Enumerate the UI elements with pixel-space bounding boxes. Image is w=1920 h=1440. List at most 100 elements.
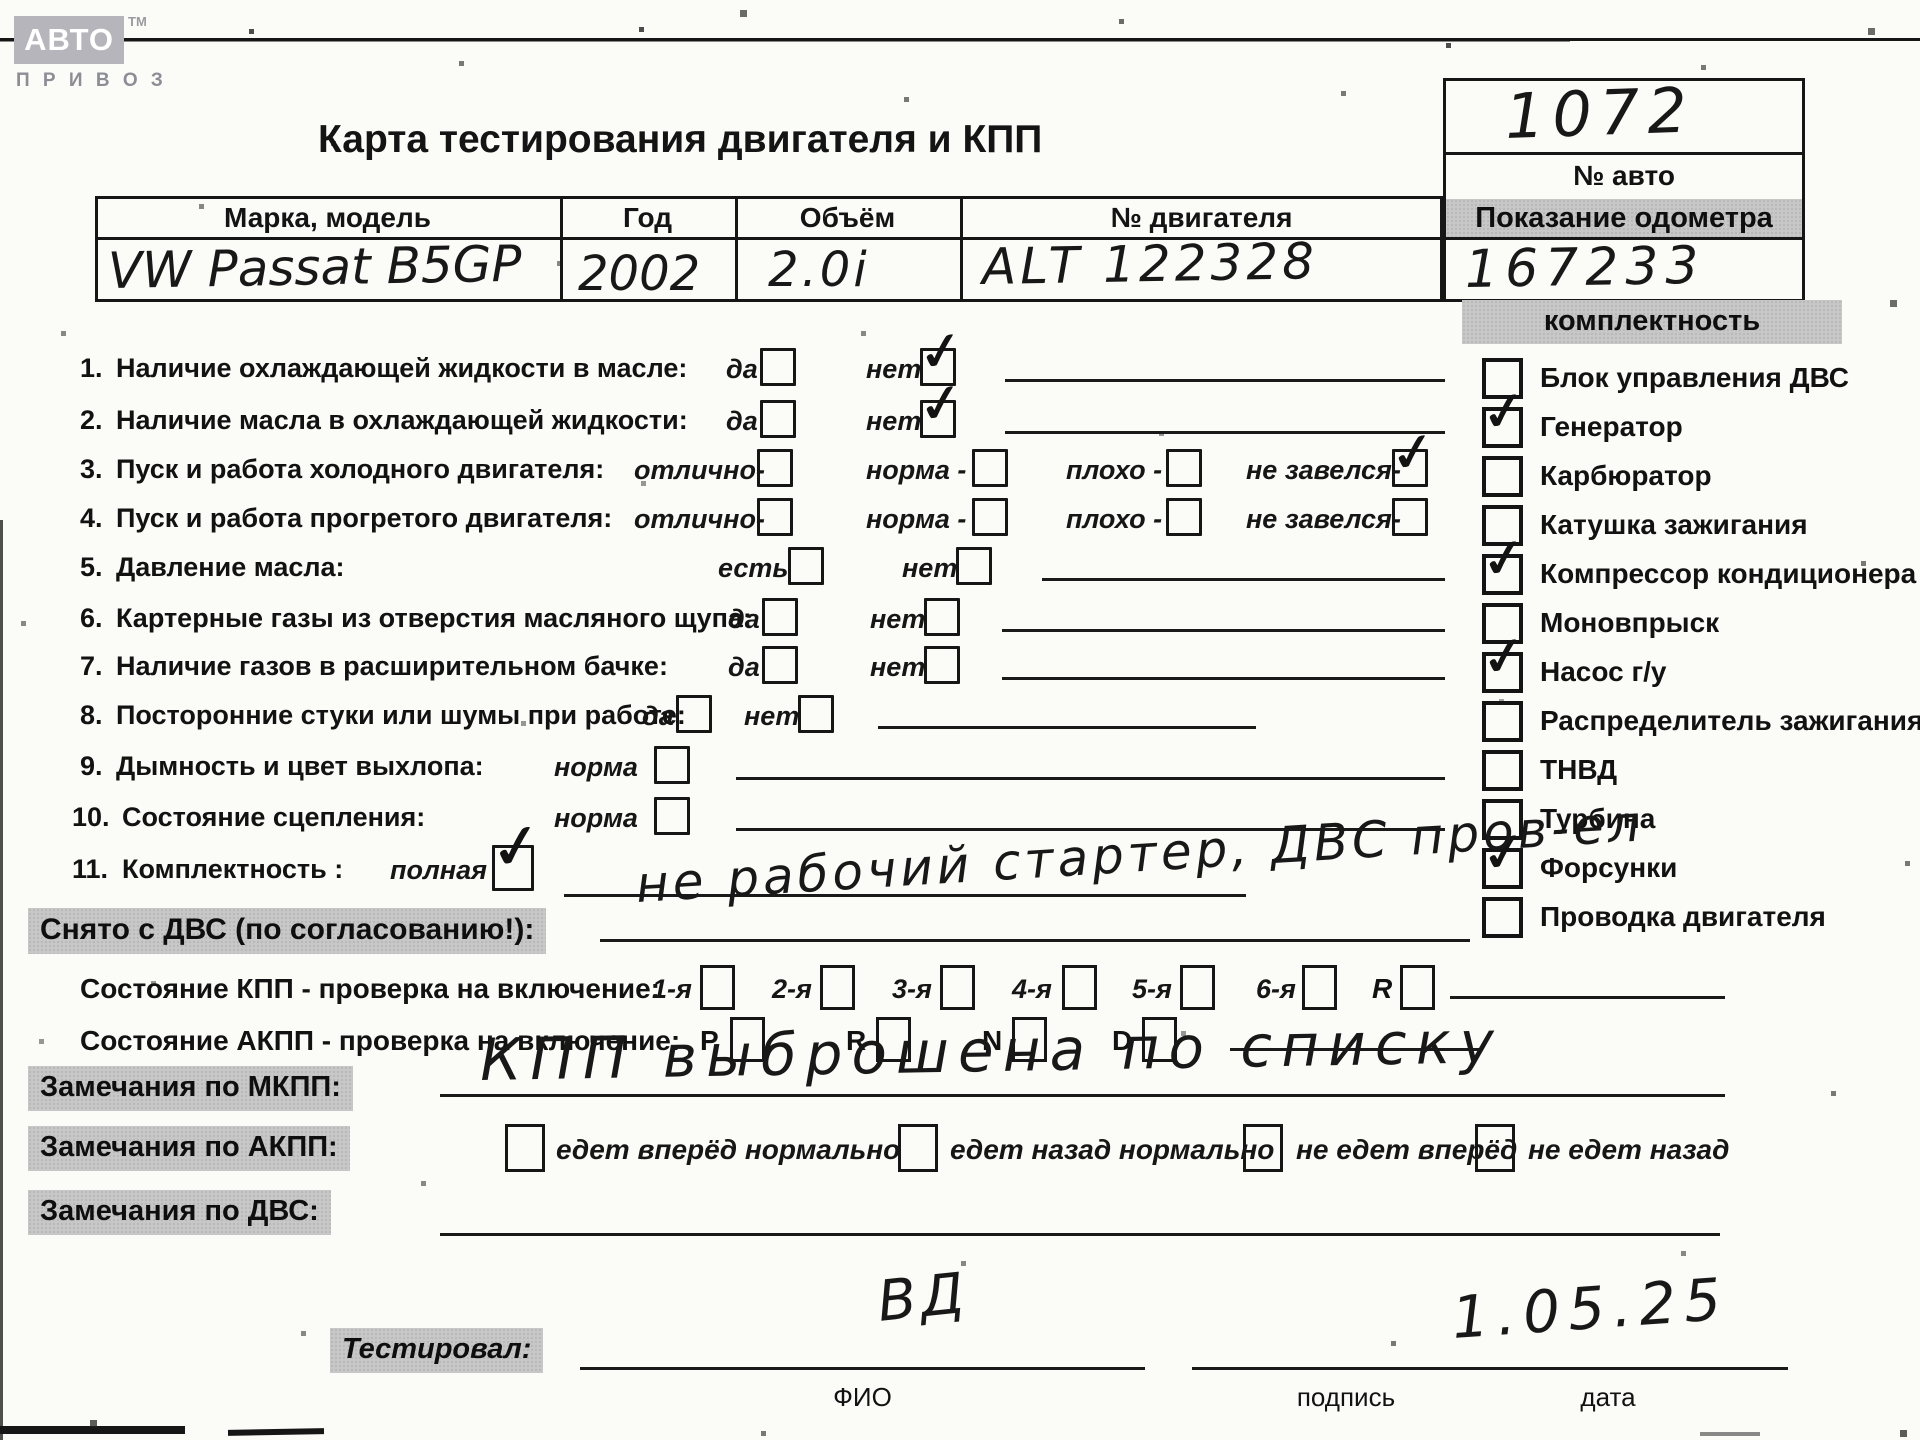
option-label: плохо -: [1066, 504, 1163, 534]
checkbox[interactable]: ✓: [1477, 524, 1530, 595]
checkbox[interactable]: ✓: [972, 449, 1008, 487]
checkbox[interactable]: ✓: [1482, 701, 1523, 742]
checkbox[interactable]: ✓: [760, 348, 796, 386]
item-number: 10.: [72, 802, 110, 832]
scan-line-artifact: [0, 38, 1920, 41]
completeness-item-label: Проводка двигателя: [1540, 901, 1826, 932]
option-label: N: [982, 1025, 1003, 1056]
checkbox[interactable]: ✓: [1400, 965, 1435, 1010]
checkbox[interactable]: ✓: [1482, 358, 1523, 399]
item-number: 3.: [80, 454, 103, 484]
logo: АВТО: [14, 16, 124, 64]
checkbox[interactable]: ✓: [914, 317, 967, 386]
checkbox[interactable]: ✓: [1482, 897, 1523, 938]
option-label: норма: [554, 752, 638, 782]
item-label: Наличие охлаждающей жидкости в масле:: [116, 353, 688, 383]
checkbox[interactable]: ✓: [924, 598, 960, 636]
column-header: № двигателя: [1110, 202, 1293, 233]
item-number: 1.: [80, 353, 103, 383]
checkbox[interactable]: ✓: [505, 1124, 545, 1172]
handwritten-engine-number: ALT 122328: [981, 232, 1319, 296]
checkbox[interactable]: ✓: [1477, 622, 1530, 693]
checkbox[interactable]: ✓: [1166, 449, 1202, 487]
checkbox[interactable]: ✓: [788, 547, 824, 585]
item-number: 9.: [80, 751, 103, 781]
checkbox[interactable]: ✓: [654, 797, 690, 835]
option-label: R: [1372, 973, 1393, 1004]
checkbox[interactable]: ✓: [1482, 799, 1523, 840]
column-header: Марка, модель: [224, 202, 431, 233]
checkbox[interactable]: ✓: [485, 807, 547, 891]
checkbox[interactable]: ✓: [676, 695, 712, 733]
checkbox[interactable]: ✓: [940, 965, 975, 1010]
tested-by-label: Тестировал:: [330, 1328, 544, 1373]
option-label: P: [700, 1025, 719, 1056]
checkbox[interactable]: ✓: [654, 746, 690, 784]
checkbox[interactable]: ✓: [1166, 498, 1202, 536]
checkbox[interactable]: ✓: [757, 498, 793, 536]
page-title: Карта тестирования двигателя и КПП: [318, 118, 1043, 161]
checkbox[interactable]: ✓: [1386, 418, 1439, 487]
checkbox[interactable]: ✓: [956, 547, 992, 585]
checkbox[interactable]: ✓: [762, 646, 798, 684]
checkbox[interactable]: ✓: [762, 598, 798, 636]
blank-line: [1005, 430, 1445, 434]
scan-edge-artifact: [1700, 1432, 1760, 1436]
checkbox[interactable]: ✓: [1477, 377, 1530, 448]
column-header: Год: [623, 202, 672, 233]
option-label: норма: [554, 803, 638, 833]
completeness-item-label: Насос г/у: [1540, 656, 1667, 687]
completeness-item-label: ТНВД: [1540, 754, 1618, 785]
checkbox[interactable]: ✓: [1482, 456, 1523, 497]
checkbox[interactable]: ✓: [1142, 1017, 1177, 1062]
checkbox[interactable]: ✓: [1012, 1017, 1047, 1062]
option-label: D: [1112, 1025, 1133, 1056]
table-line: [735, 196, 738, 302]
blank-line: [1450, 995, 1725, 999]
handwritten-year: 2002: [578, 246, 701, 302]
completeness-item-label: Турбина: [1540, 803, 1656, 834]
scan-edge-artifact: [0, 520, 3, 1440]
divider: [1443, 152, 1805, 155]
checkbox[interactable]: ✓: [760, 400, 796, 438]
checkbox[interactable]: ✓: [730, 1017, 765, 1062]
checkbox[interactable]: ✓: [1302, 965, 1337, 1010]
checkbox[interactable]: ✓: [1477, 818, 1530, 889]
completeness-item-label: Компрессор кондиционера: [1540, 558, 1917, 589]
option-label: да: [726, 406, 758, 436]
checkbox[interactable]: ✓: [700, 965, 735, 1010]
option-label: нет: [870, 652, 926, 682]
column-header: Объём: [799, 202, 896, 233]
checkbox[interactable]: ✓: [1482, 505, 1523, 546]
checkbox[interactable]: ✓: [1392, 498, 1428, 536]
handwritten-volume: 2.0i: [768, 242, 870, 298]
signature-line: [1192, 1366, 1500, 1370]
checkbox[interactable]: ✓: [1243, 1124, 1283, 1172]
checkbox[interactable]: ✓: [876, 1017, 911, 1062]
completeness-item-label: Карбюратор: [1540, 460, 1712, 491]
checkbox[interactable]: ✓: [820, 965, 855, 1010]
check-mark-icon: ✓: [1476, 524, 1531, 593]
scan-noise: [0, 0, 3, 3]
checkbox[interactable]: ✓: [798, 695, 834, 733]
checkbox[interactable]: ✓: [757, 449, 793, 487]
checkbox[interactable]: ✓: [1180, 965, 1215, 1010]
checkbox[interactable]: ✓: [1475, 1124, 1515, 1172]
scan-line-artifact: [0, 41, 1570, 42]
option-label: 5-я: [1132, 974, 1172, 1004]
checkbox[interactable]: ✓: [972, 498, 1008, 536]
option-label: 2-я: [772, 974, 812, 1004]
option-label: нет: [902, 553, 958, 583]
checkbox[interactable]: ✓: [1482, 750, 1523, 791]
scan-edge-artifact: [0, 1426, 185, 1434]
checkbox[interactable]: ✓: [914, 369, 967, 438]
blank-line: [736, 776, 1445, 780]
option-label: плохо -: [1066, 455, 1163, 485]
checkbox[interactable]: ✓: [1062, 965, 1097, 1010]
checkbox[interactable]: ✓: [924, 646, 960, 684]
blank-line: [600, 938, 1470, 942]
checkbox[interactable]: ✓: [898, 1124, 938, 1172]
option-label: нет: [870, 604, 926, 634]
table-line: [95, 237, 1805, 240]
checkbox[interactable]: ✓: [1482, 603, 1523, 644]
